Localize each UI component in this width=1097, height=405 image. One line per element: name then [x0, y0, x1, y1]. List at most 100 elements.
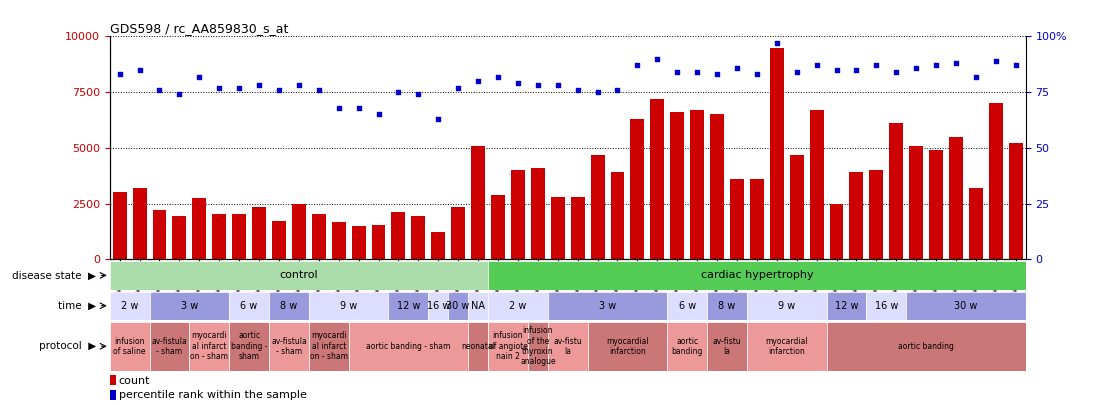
- Point: [768, 40, 785, 46]
- Bar: [551, 197, 565, 259]
- Point: [887, 69, 905, 75]
- Text: neonatal: neonatal: [461, 342, 495, 351]
- Bar: [471, 145, 485, 259]
- Text: av-fistula
- sham: av-fistula - sham: [271, 337, 307, 356]
- Point: [688, 69, 705, 75]
- Bar: [528, 322, 547, 371]
- Text: 12 w: 12 w: [397, 301, 420, 311]
- Bar: [269, 292, 309, 320]
- Point: [548, 82, 566, 89]
- Bar: [949, 136, 963, 259]
- Bar: [468, 322, 488, 371]
- Point: [131, 66, 148, 73]
- Text: aortic banding: aortic banding: [898, 342, 954, 351]
- Bar: [667, 322, 708, 371]
- Point: [230, 84, 248, 91]
- Bar: [890, 123, 903, 259]
- Point: [848, 66, 866, 73]
- Text: 2 w: 2 w: [121, 301, 138, 311]
- Point: [470, 78, 487, 84]
- Text: av-fistu
la: av-fistu la: [553, 337, 583, 356]
- Point: [529, 82, 546, 89]
- Bar: [969, 188, 983, 259]
- Bar: [292, 203, 306, 259]
- Bar: [670, 112, 685, 259]
- Text: 3 w: 3 w: [181, 301, 197, 311]
- Text: aortic
banding: aortic banding: [671, 337, 703, 356]
- Bar: [212, 213, 226, 259]
- Bar: [252, 207, 265, 259]
- Bar: [411, 216, 426, 259]
- Text: aortic
banding -
sham: aortic banding - sham: [230, 331, 268, 361]
- Text: 2 w: 2 w: [509, 301, 527, 311]
- Bar: [770, 47, 783, 259]
- Text: NA: NA: [471, 301, 485, 311]
- Point: [868, 62, 885, 68]
- Point: [211, 84, 228, 91]
- Text: protocol  ▶: protocol ▶: [38, 341, 95, 351]
- Point: [629, 62, 646, 68]
- Text: myocardi
al infarct
on - sham: myocardi al infarct on - sham: [309, 331, 348, 361]
- Text: control: control: [280, 271, 318, 280]
- Point: [589, 89, 607, 95]
- Bar: [491, 194, 505, 259]
- Text: av-fistu
la: av-fistu la: [713, 337, 742, 356]
- Bar: [747, 322, 826, 371]
- Text: GDS598 / rc_AA859830_s_at: GDS598 / rc_AA859830_s_at: [110, 22, 289, 35]
- Point: [489, 73, 507, 80]
- Bar: [388, 292, 428, 320]
- Bar: [229, 292, 269, 320]
- Bar: [172, 216, 186, 259]
- Text: cardiac hypertrophy: cardiac hypertrophy: [701, 271, 813, 280]
- Point: [569, 87, 587, 93]
- Bar: [488, 261, 1026, 290]
- Bar: [352, 226, 365, 259]
- Point: [171, 91, 189, 98]
- Text: 9 w: 9 w: [778, 301, 795, 311]
- Point: [430, 115, 448, 122]
- Bar: [547, 322, 588, 371]
- Bar: [272, 221, 286, 259]
- Point: [748, 71, 766, 77]
- Point: [389, 89, 407, 95]
- Bar: [312, 213, 326, 259]
- Bar: [690, 110, 704, 259]
- Point: [728, 64, 746, 71]
- Bar: [590, 154, 604, 259]
- Bar: [233, 213, 246, 259]
- Point: [828, 66, 846, 73]
- Text: 8 w: 8 w: [281, 301, 297, 311]
- Bar: [451, 207, 465, 259]
- Bar: [547, 292, 667, 320]
- Bar: [1009, 143, 1022, 259]
- Bar: [110, 390, 116, 399]
- Text: infusion
of angiote
nain 2: infusion of angiote nain 2: [488, 331, 528, 361]
- Point: [330, 104, 348, 111]
- Bar: [192, 198, 206, 259]
- Point: [290, 82, 307, 89]
- Point: [668, 69, 686, 75]
- Point: [987, 58, 1005, 64]
- Bar: [867, 292, 906, 320]
- Bar: [309, 322, 349, 371]
- Text: myocardial
infarction: myocardial infarction: [766, 337, 808, 356]
- Text: 12 w: 12 w: [835, 301, 858, 311]
- Bar: [190, 322, 229, 371]
- Bar: [331, 222, 346, 259]
- Bar: [372, 225, 385, 259]
- Point: [907, 64, 925, 71]
- Text: time  ▶: time ▶: [58, 301, 95, 311]
- Bar: [149, 292, 229, 320]
- Bar: [631, 119, 644, 259]
- Text: 16 w: 16 w: [874, 301, 898, 311]
- Point: [191, 73, 208, 80]
- Text: 9 w: 9 w: [340, 301, 358, 311]
- Text: 8 w: 8 w: [719, 301, 736, 311]
- Point: [709, 71, 726, 77]
- Bar: [149, 322, 190, 371]
- Bar: [110, 261, 488, 290]
- Point: [509, 80, 527, 86]
- Point: [947, 60, 964, 66]
- Bar: [133, 188, 147, 259]
- Text: 30 w: 30 w: [954, 301, 977, 311]
